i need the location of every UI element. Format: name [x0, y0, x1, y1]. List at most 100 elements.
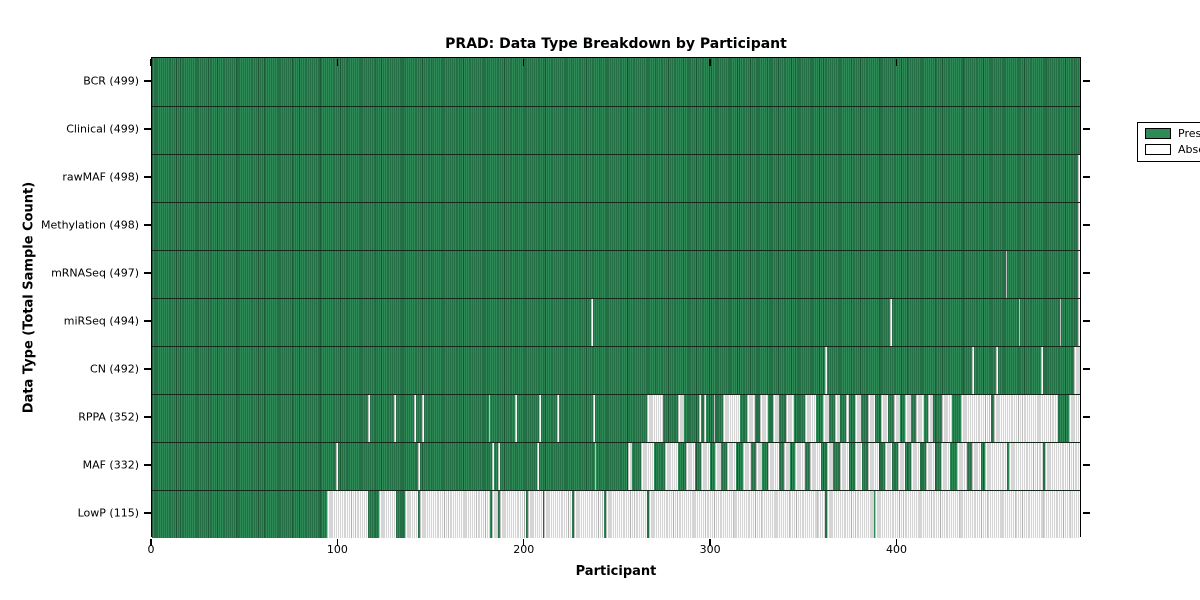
absent-cells — [1078, 299, 1080, 346]
heatmap-row-RPPA — [152, 394, 1080, 442]
y-tick-right — [1082, 80, 1090, 82]
x-tick-top — [336, 58, 339, 66]
y-axis-label: Data Type (Total Sample Count) — [21, 181, 37, 414]
absent-cells — [715, 443, 722, 490]
absent-cells — [574, 491, 604, 538]
y-tick-right — [1082, 464, 1090, 466]
absent-cells — [557, 395, 560, 442]
absent-cells — [905, 395, 911, 442]
y-tick-right — [1082, 512, 1090, 514]
x-tick-label-200: 200 — [513, 543, 535, 556]
y-tick-label-rawMAF: rawMAF (498) — [62, 170, 139, 184]
y-tick-left — [144, 176, 151, 178]
absent-cells — [393, 395, 396, 442]
legend-label-absent: Absent — [1178, 143, 1200, 156]
absent-cells — [1078, 155, 1080, 202]
absent-cells — [897, 443, 906, 490]
y-tick-label-miRSeq: miRSeq (494) — [63, 314, 139, 328]
absent-cells — [910, 443, 921, 490]
y-tick-label-Clinical: Clinical (499) — [66, 122, 139, 136]
absent-cells — [326, 491, 368, 538]
y-tick-left — [144, 320, 151, 322]
x-tick-bottom — [895, 538, 898, 546]
absent-cells — [648, 491, 826, 538]
heatmap-row-Methylation — [152, 202, 1080, 250]
y-tick-label-CN: CN (492) — [90, 362, 139, 376]
absent-cells — [492, 443, 495, 490]
absent-cells — [527, 491, 543, 538]
chart-title: PRAD: Data Type Breakdown by Participant — [445, 36, 787, 52]
absent-cells — [927, 395, 934, 442]
absent-cells — [1078, 251, 1080, 298]
x-tick-top — [523, 58, 525, 66]
absent-cells — [514, 395, 517, 442]
heatmap-row-LowP — [152, 490, 1080, 538]
present-cells — [152, 395, 1080, 442]
absent-cells — [823, 395, 829, 442]
legend-label-present: Present — [1178, 127, 1200, 140]
absent-cells — [795, 443, 805, 490]
x-axis-label: Participant — [575, 564, 657, 579]
x-tick-label-100: 100 — [326, 543, 348, 556]
absent-cells — [825, 347, 828, 394]
y-tick-left — [144, 368, 151, 370]
absent-cells — [854, 395, 861, 442]
y-tick-left — [144, 80, 151, 82]
absent-cells — [665, 443, 679, 490]
y-tick-right — [1082, 368, 1090, 370]
absent-cells — [499, 491, 526, 538]
absent-cells — [538, 395, 541, 442]
absent-cells — [884, 443, 893, 490]
absent-cells — [646, 395, 664, 442]
absent-cells — [592, 395, 595, 442]
legend-swatch-present-icon — [1145, 128, 1171, 139]
plot-area: Present Absent — [151, 57, 1200, 538]
present-cells — [152, 155, 1080, 202]
absent-cells — [890, 299, 893, 346]
y-tick-left — [144, 272, 151, 274]
y-tick-right — [1082, 416, 1090, 418]
legend-swatch-absent-icon — [1145, 144, 1171, 155]
y-tick-right — [1082, 128, 1090, 130]
absent-cells — [784, 443, 790, 490]
heatmap-row-miRSeq — [152, 298, 1080, 346]
absent-cells — [492, 491, 498, 538]
absent-cells — [1074, 347, 1080, 394]
absent-cells — [488, 395, 491, 442]
absent-cells — [678, 395, 684, 442]
x-tick-bottom — [150, 538, 152, 546]
absent-cells — [497, 443, 500, 490]
y-tick-left — [144, 512, 151, 514]
heatmap-row-rawMAF — [152, 154, 1080, 202]
absent-cells — [894, 395, 900, 442]
absent-cells — [404, 491, 418, 538]
y-tick-left — [144, 464, 151, 466]
absent-cells — [641, 443, 655, 490]
absent-cells — [773, 395, 779, 442]
absent-cells — [704, 395, 707, 442]
legend: Present Absent — [1137, 122, 1200, 162]
absent-cells — [1005, 251, 1008, 298]
present-cells — [152, 443, 1080, 490]
present-cells — [152, 251, 1080, 298]
absent-cells — [536, 443, 539, 490]
absent-cells — [875, 491, 1080, 538]
y-tick-right — [1082, 224, 1090, 226]
absent-cells — [760, 395, 768, 442]
absent-cells — [1040, 347, 1043, 394]
absent-cells — [1068, 395, 1080, 442]
absent-cells — [996, 347, 999, 394]
absent-cells — [834, 395, 841, 442]
absent-cells — [419, 491, 491, 538]
absent-cells — [700, 443, 710, 490]
heatmap-row-mRNASeq — [152, 250, 1080, 298]
absent-cells — [698, 395, 701, 442]
absent-cells — [726, 443, 736, 490]
absent-cells — [743, 443, 751, 490]
absent-cells — [1018, 299, 1021, 346]
heatmap-row-CN — [152, 346, 1080, 394]
heatmap-row-BCR — [152, 58, 1080, 106]
absent-cells — [722, 395, 740, 442]
absent-cells — [336, 443, 338, 490]
